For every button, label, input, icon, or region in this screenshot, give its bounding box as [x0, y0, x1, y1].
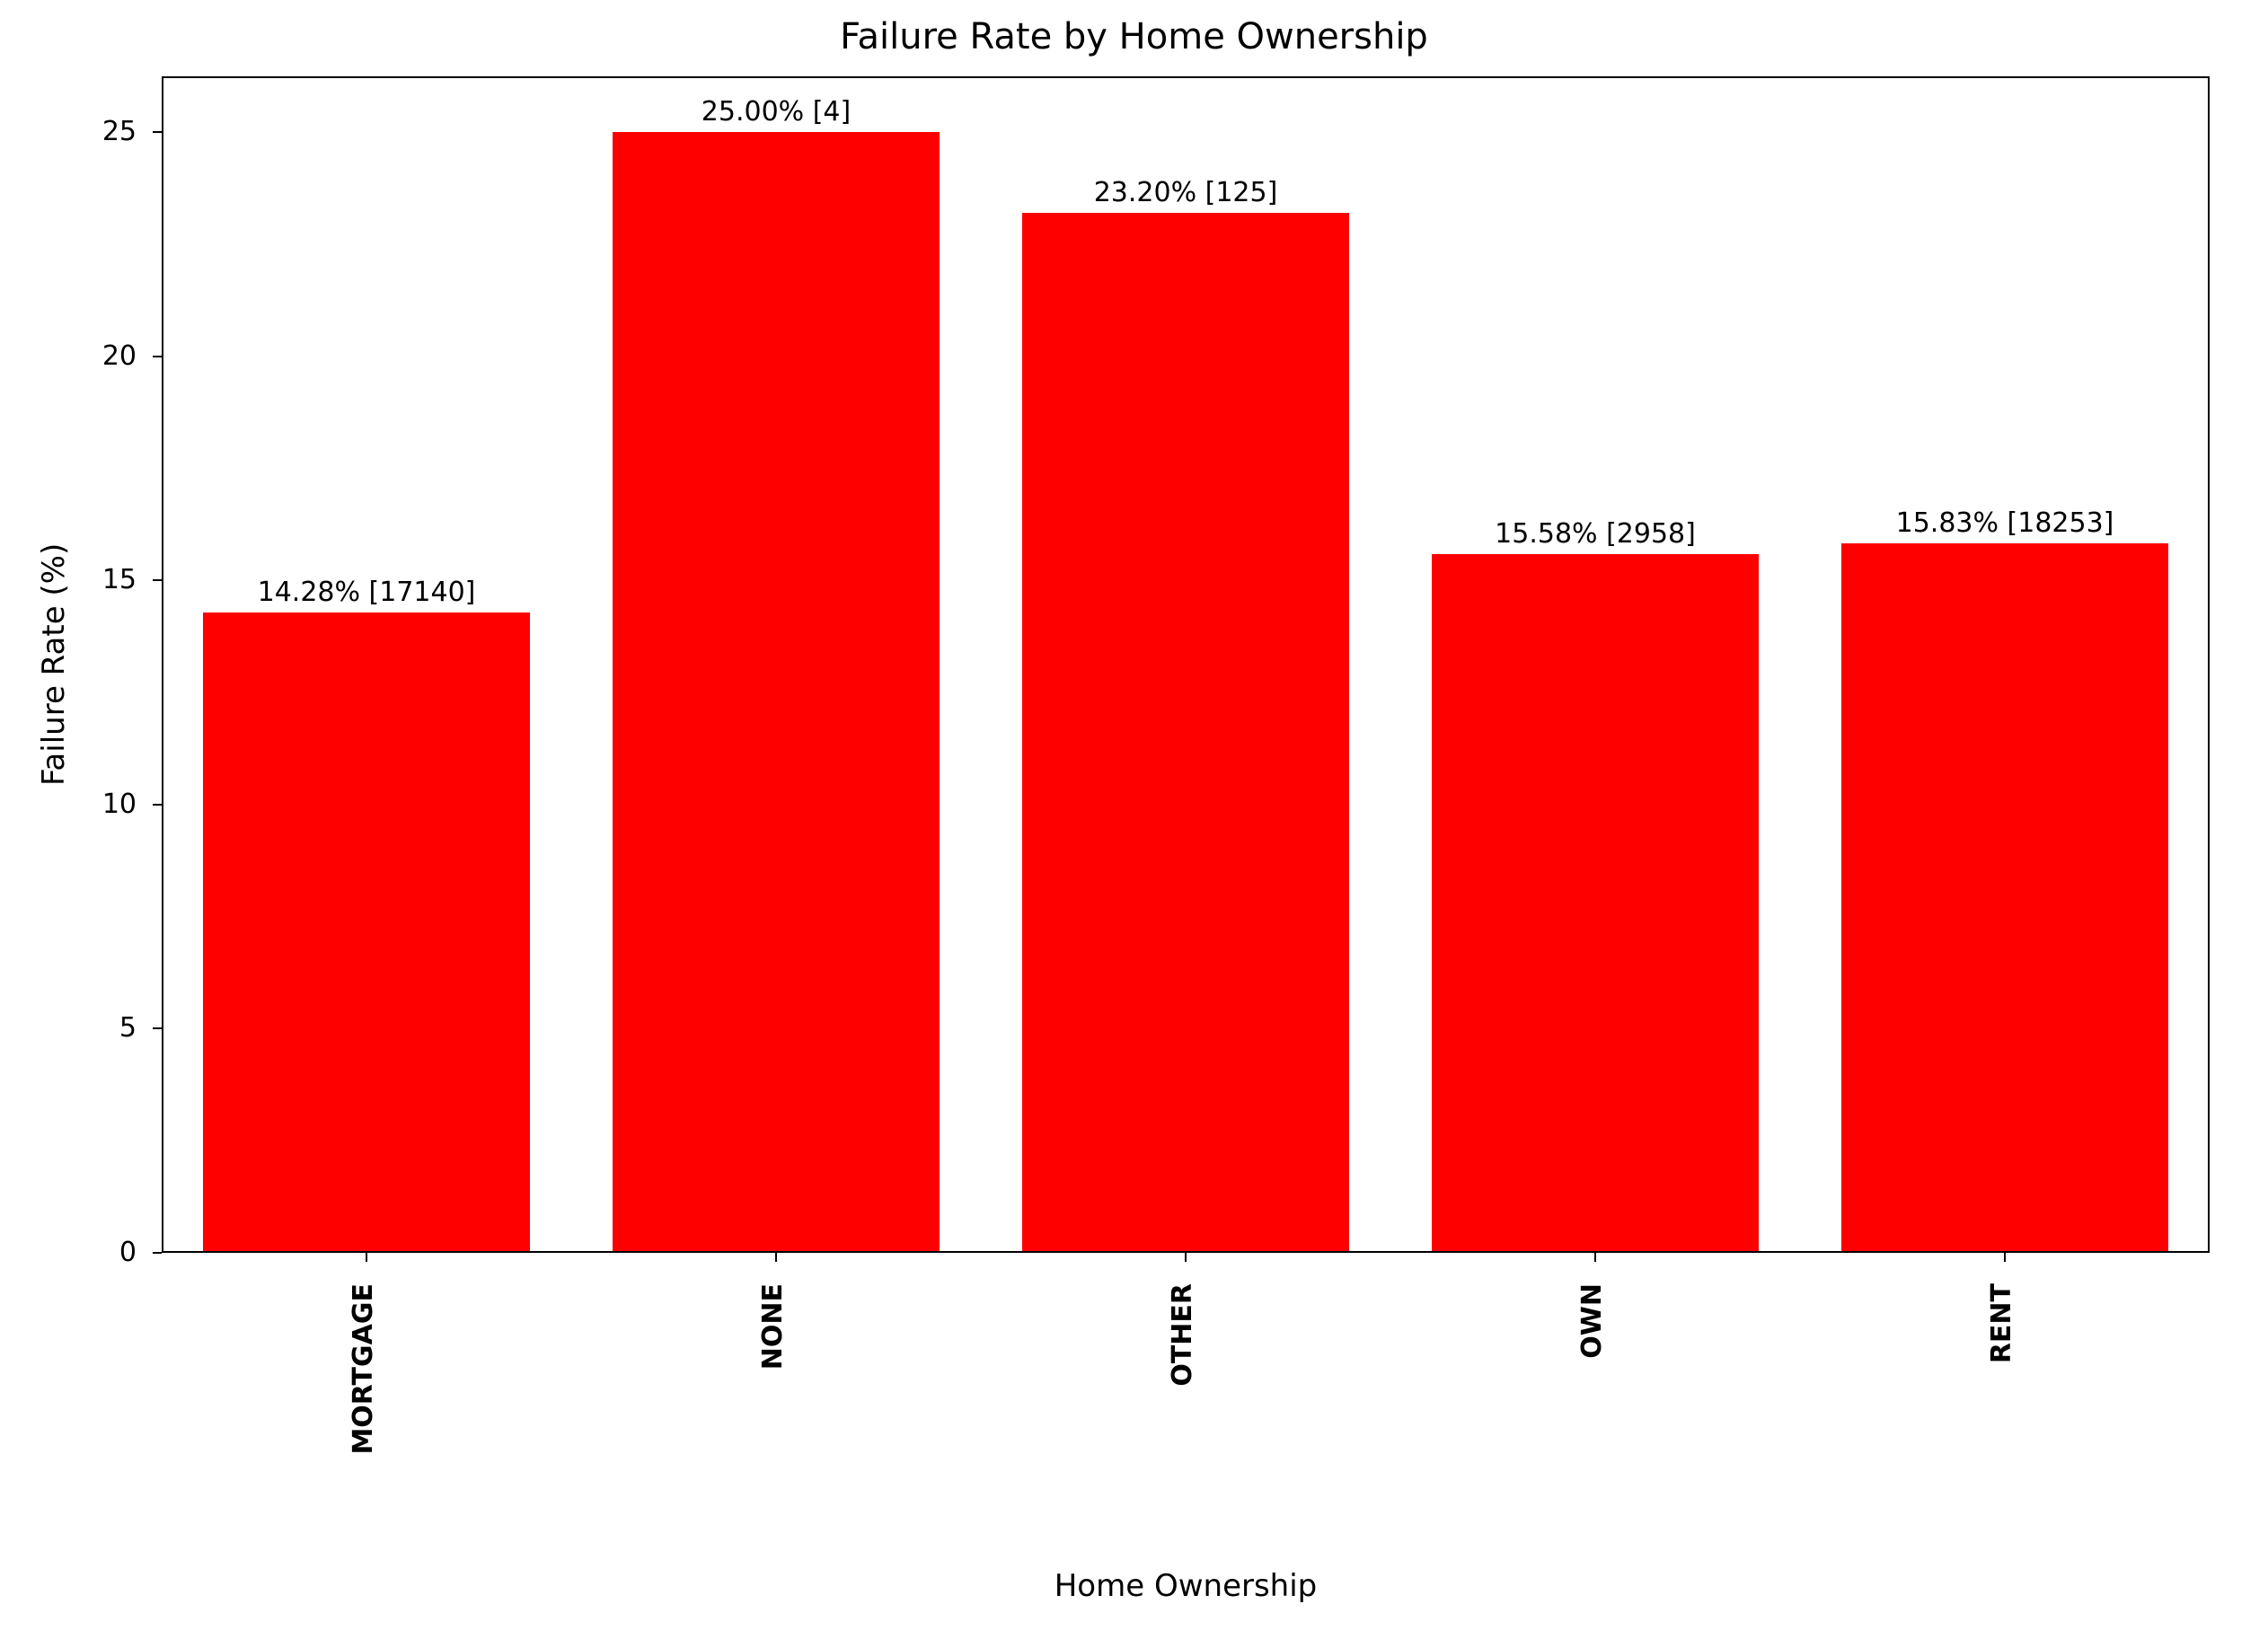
xtick-mark: [1185, 1253, 1187, 1262]
bar-value-label: 14.28% [17140]: [142, 577, 591, 608]
ytick-label: 20: [102, 340, 137, 372]
ytick-mark: [153, 1252, 162, 1254]
chart-container: Failure Rate by Home Ownership Failure R…: [0, 0, 2268, 1648]
bar-value-label: 15.83% [18253]: [1780, 507, 2229, 539]
ytick-label: 5: [119, 1012, 137, 1044]
xtick-label: OTHER: [1167, 1283, 1205, 1387]
ytick-label: 10: [102, 789, 137, 820]
bar: [1841, 543, 2169, 1253]
ytick-mark: [153, 804, 162, 806]
y-axis-spine-right: [2208, 76, 2210, 1253]
ytick-label: 15: [102, 564, 137, 595]
xtick-mark: [366, 1253, 367, 1262]
y-axis-label: Failure Rate (%): [36, 76, 72, 1253]
ytick-mark: [153, 131, 162, 133]
ytick-mark: [153, 356, 162, 357]
bar: [203, 612, 531, 1253]
x-axis-label: Home Ownership: [162, 1568, 2210, 1604]
plot-area: [162, 76, 2210, 1253]
bar: [1432, 554, 1760, 1253]
xtick-label: RENT: [1986, 1283, 2024, 1363]
xtick-mark: [1594, 1253, 1596, 1262]
bar-value-label: 25.00% [4]: [552, 96, 1001, 128]
xtick-label: MORTGAGE: [348, 1283, 385, 1455]
xtick-mark: [2004, 1253, 2006, 1262]
y-axis-spine-left: [162, 76, 163, 1253]
chart-title: Failure Rate by Home Ownership: [0, 16, 2268, 57]
xtick-label: NONE: [757, 1283, 795, 1370]
ytick-label: 25: [102, 116, 137, 147]
xtick-label: OWN: [1576, 1283, 1614, 1359]
ytick-mark: [153, 1027, 162, 1029]
ytick-label: 0: [119, 1237, 137, 1268]
xtick-mark: [775, 1253, 777, 1262]
bar-value-label: 15.58% [2958]: [1371, 518, 1820, 550]
bar: [613, 132, 940, 1253]
bar-value-label: 23.20% [125]: [961, 177, 1410, 208]
x-axis-spine-top: [162, 76, 2210, 78]
bar: [1022, 213, 1350, 1253]
